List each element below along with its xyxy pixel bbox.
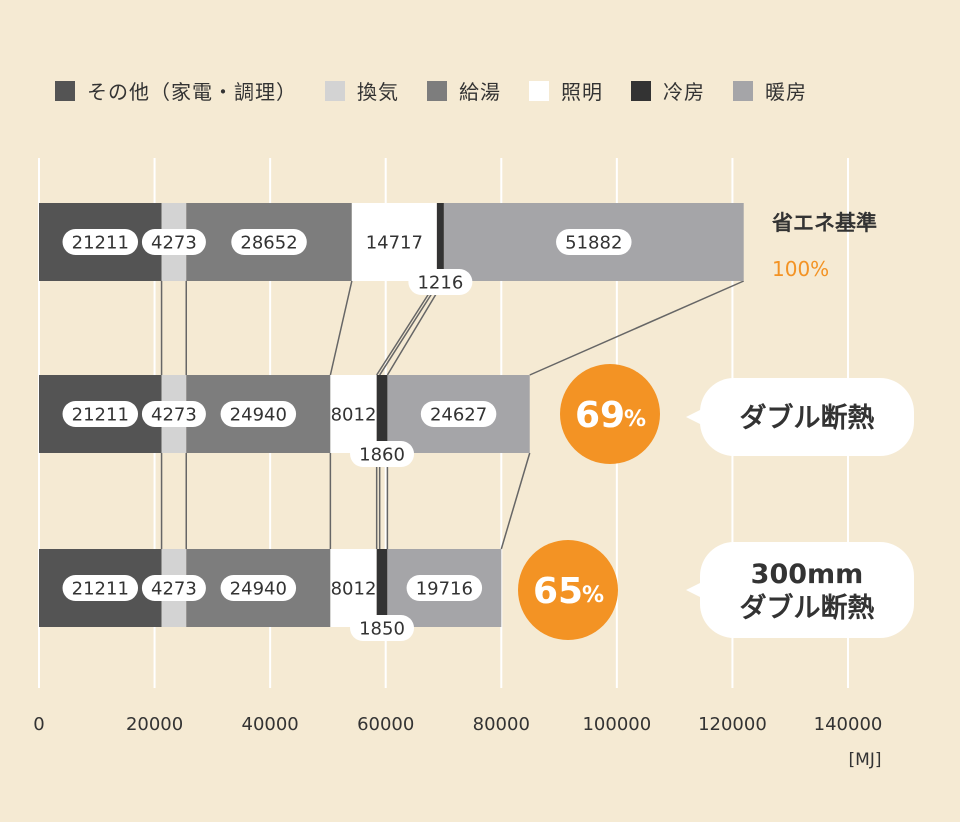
- legend-item: 照明: [529, 76, 603, 105]
- segment-value-label: 24940: [230, 405, 287, 426]
- segment-value-label: 1216: [417, 273, 463, 294]
- bar-segment: [330, 375, 377, 453]
- segment-value-label: 14717: [366, 233, 423, 254]
- legend-label: その他（家電・調理）: [87, 80, 297, 104]
- value-pill: [406, 575, 483, 601]
- value-pill: [408, 269, 473, 295]
- segment-value-label: 1860: [359, 445, 405, 466]
- segment-value-label: 24627: [430, 405, 487, 426]
- x-tick-label: 60000: [357, 714, 414, 735]
- value-pill: [220, 401, 297, 427]
- legend-swatch: [325, 80, 345, 101]
- segment-value-label: 21211: [72, 405, 129, 426]
- x-tick-label: 0: [33, 714, 44, 735]
- segment-value-label: 4273: [151, 579, 197, 600]
- legend: その他（家電・調理） 換気 給湯 照明 冷房 暖房: [55, 76, 835, 105]
- legend-label: 冷房: [663, 80, 705, 104]
- bar-segment: [330, 549, 377, 627]
- percent-value: 69: [575, 395, 625, 436]
- percent-value: 65: [533, 571, 583, 612]
- value-pill: [141, 229, 206, 255]
- value-pill: [350, 615, 415, 641]
- segment-value-label: 8012: [331, 405, 377, 426]
- percent-sign: %: [582, 583, 604, 608]
- unit-label: [MJ]: [849, 750, 882, 770]
- value-pill: [556, 229, 632, 255]
- legend-swatch: [733, 80, 753, 101]
- x-tick-label: 140000: [814, 714, 883, 735]
- legend-label: 給湯: [459, 80, 501, 104]
- legend-label: 換気: [357, 80, 399, 104]
- value-pill: [141, 575, 206, 601]
- x-tick-label: 120000: [698, 714, 767, 735]
- connector-line: [379, 280, 441, 376]
- segment-value-label: 1850: [359, 619, 405, 640]
- segment-value-label: 4273: [151, 233, 197, 254]
- callout-text: ダブル断熱: [740, 402, 875, 434]
- callout-text: 300mm: [751, 559, 864, 590]
- bar-segment: [351, 203, 437, 281]
- legend-label: 照明: [561, 80, 603, 104]
- value-pill: [62, 575, 139, 601]
- segment-value-label: 8012: [331, 579, 377, 600]
- value-pill: [231, 229, 307, 255]
- connector-line: [329, 280, 353, 376]
- connector-line: [376, 280, 438, 376]
- bar-segment: [376, 375, 388, 453]
- percent-circle: [518, 540, 618, 640]
- value-pill: [62, 229, 139, 255]
- legend-item: その他（家電・調理）: [55, 76, 297, 105]
- legend-label: 暖房: [765, 80, 807, 104]
- value-pill: [420, 401, 497, 427]
- legend-item: 冷房: [631, 76, 705, 105]
- segment-value-label: 4273: [151, 405, 197, 426]
- value-pill: [62, 401, 139, 427]
- legend-item: 暖房: [733, 76, 807, 105]
- legend-swatch: [529, 80, 549, 101]
- connector-line: [500, 452, 531, 550]
- connector-line: [529, 280, 745, 376]
- legend-swatch: [427, 80, 447, 101]
- segment-value-label: 21211: [72, 579, 129, 600]
- legend-item: 換気: [325, 76, 399, 105]
- x-tick-label: 40000: [242, 714, 299, 735]
- x-tick-label: 100000: [582, 714, 651, 735]
- percent-sign: %: [624, 407, 646, 432]
- legend-item: 給湯: [427, 76, 501, 105]
- baseline-percent: 100%: [772, 257, 829, 281]
- callout-bubble: [700, 378, 914, 456]
- connector-line: [386, 280, 445, 376]
- x-tick-label: 80000: [473, 714, 530, 735]
- legend-swatch: [631, 80, 651, 101]
- callout-bubble: [700, 542, 914, 638]
- percent-circle: [560, 364, 660, 464]
- baseline-name: 省エネ基準: [771, 211, 877, 235]
- segment-value-label: 51882: [565, 233, 622, 254]
- value-pill: [141, 401, 206, 427]
- value-pill: [350, 441, 415, 467]
- segment-value-label: 28652: [240, 233, 297, 254]
- segment-value-label: 19716: [416, 579, 473, 600]
- bar-segment: [436, 203, 444, 281]
- x-tick-label: 20000: [126, 714, 183, 735]
- callout-text: ダブル断熱: [740, 592, 875, 624]
- value-pill: [220, 575, 297, 601]
- segment-value-label: 24940: [230, 579, 287, 600]
- bar-segment: [376, 549, 388, 627]
- legend-swatch: [55, 80, 75, 101]
- segment-value-label: 21211: [72, 233, 129, 254]
